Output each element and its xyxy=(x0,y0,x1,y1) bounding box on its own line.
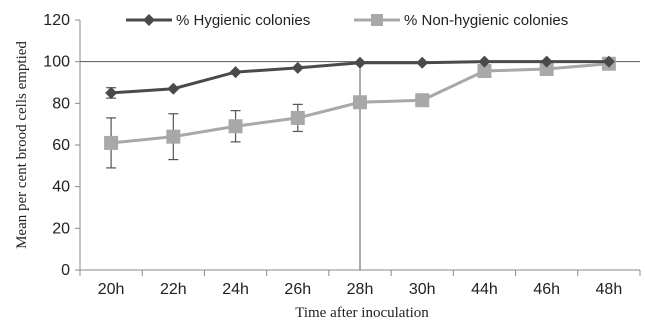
x-tick-label: 46h xyxy=(533,281,560,298)
data-point xyxy=(290,110,305,125)
data-point xyxy=(539,61,554,76)
y-tick-label: 0 xyxy=(61,262,70,279)
series-layer xyxy=(104,55,616,169)
x-tick-label: 22h xyxy=(160,281,187,298)
x-tick-label: 24h xyxy=(222,281,249,298)
legend: % Hygienic colonies % Non-hygienic colon… xyxy=(126,12,568,29)
data-point xyxy=(602,55,615,68)
data-point xyxy=(353,95,367,110)
legend-label-hygienic: % Hygienic colonies xyxy=(176,12,310,29)
reference-lines xyxy=(80,61,640,270)
data-point xyxy=(416,56,429,69)
x-tick-labels: 20h 22h 24h 26h 28h 30h 44h 46h 48h xyxy=(79,270,641,298)
y-tick-label: 120 xyxy=(43,12,70,29)
data-point xyxy=(415,93,430,108)
data-point xyxy=(229,66,242,79)
x-tick-label: 20h xyxy=(98,281,125,298)
data-point xyxy=(104,135,119,150)
data-point xyxy=(166,129,181,144)
legend-item-hygienic: % Hygienic colonies xyxy=(126,12,310,29)
y-tick-label: 80 xyxy=(52,95,70,112)
x-tick-label: 26h xyxy=(284,281,311,298)
data-point xyxy=(477,64,492,79)
data-point xyxy=(105,86,118,99)
x-tick-label: 30h xyxy=(409,281,436,298)
series-non-hygienic xyxy=(104,56,616,169)
data-point xyxy=(291,61,304,74)
y-tick-label: 20 xyxy=(52,220,70,237)
x-axis-title: Time after inoculation xyxy=(295,305,429,321)
legend-item-non-hygienic: % Non-hygienic colonies xyxy=(354,12,568,29)
data-point xyxy=(540,55,553,68)
series-hygienic xyxy=(105,55,615,99)
y-tick-label: 100 xyxy=(43,54,70,71)
data-point xyxy=(354,56,366,69)
x-tick-label: 28h xyxy=(347,281,374,298)
y-axis-title: Mean per cent brood cells emptied xyxy=(14,41,30,249)
legend-marker-non-hygienic xyxy=(371,14,383,26)
y-tick-label: 40 xyxy=(52,179,70,196)
data-point xyxy=(478,55,491,68)
x-tick-label: 44h xyxy=(471,281,498,298)
legend-marker-hygienic xyxy=(143,14,155,26)
data-point xyxy=(228,119,243,134)
x-tick-label: 48h xyxy=(596,281,623,298)
y-tick-label: 60 xyxy=(52,137,70,154)
y-tick-labels: 0 20 40 60 80 100 120 xyxy=(43,12,80,279)
legend-label-non-hygienic: % Non-hygienic colonies xyxy=(404,12,568,29)
data-point xyxy=(167,82,180,95)
